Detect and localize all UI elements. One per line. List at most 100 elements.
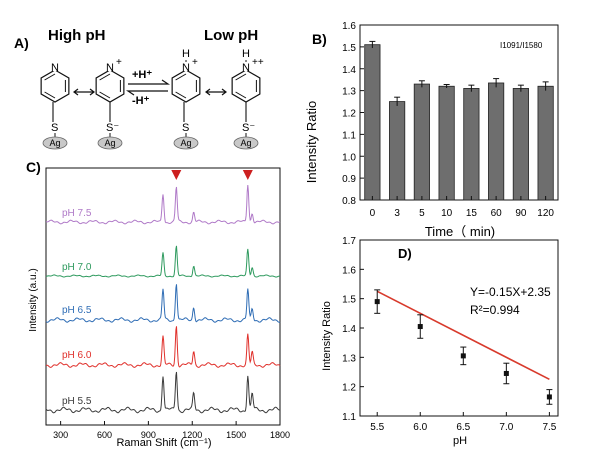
panel-b-y-tick-label: 1.3 [342,87,356,98]
panel-b-y-tick-label: 1.5 [342,43,356,54]
panel-b-x-tick-label: 3 [394,208,400,219]
bar [438,85,455,201]
fit-line [376,290,550,381]
double-bond [175,91,187,99]
panel-d-y-tick-label: 1.4 [342,324,356,335]
bar [389,101,406,201]
data-point [417,324,423,330]
panel-c-x-tick-label: 1800 [270,430,290,440]
pyridine-molecule: N +H S Ag [171,48,201,150]
pyridine-molecule: N + S⁻ Ag [95,57,125,150]
panel-d-linear-fit: D) Y=-0.15X+2.35 R²=0.994 Intensity Rati… [321,236,559,447]
bar [413,83,430,201]
panel-b-y-axis-title: Intensity Ratio [304,101,319,183]
silver-label: Ag [104,138,115,148]
spectrum-line [45,371,281,414]
bar [488,82,505,201]
panel-d-x-tick-label: 5.5 [370,422,384,433]
charge-label: + [116,57,122,68]
bar [537,85,554,201]
peak-marker [171,170,182,180]
bar [364,44,381,201]
double-bond [99,91,111,99]
panel-d-x-tick-label: 7.5 [542,422,556,433]
spectrum-line [45,326,281,368]
sulfur-atom: S [182,122,189,134]
double-bond [44,91,56,99]
panel-d-y-tick-label: 1.3 [342,353,356,364]
double-bond [235,73,247,81]
silver-label: Ag [49,138,60,148]
low-ph-label: Low pH [204,27,258,44]
panel-d-y-tick-label: 1.7 [342,236,356,247]
panel-d-y-tick-label: 1.2 [342,383,356,394]
charge-label: + [192,57,198,68]
silver-particle [97,136,123,150]
panel-d-y-axis-title: Intensity Ratio [321,301,333,371]
spectrum-line [45,284,281,323]
panel-b-x-tick-label: 120 [537,208,554,219]
panel-a-label: A) [14,35,29,51]
pyridine-ring [95,69,125,103]
pyridine-ring [231,69,261,103]
silver-particle [42,136,68,150]
panel-b-y-tick-label: 1.1 [342,130,356,141]
panel-d-x-tick-label: 6.5 [456,422,470,433]
panel-b-x-tick-label: 5 [419,208,425,219]
bar [512,88,529,201]
panel-b-x-tick-label: 90 [515,208,527,219]
pyridine-ring [171,69,201,103]
nitrogen-atom: N [106,62,114,74]
panel-c-raman-spectra: C) Intensity (a.u.) Raman Shift (cm⁻¹) 3… [26,159,290,449]
silver-label: Ag [180,138,191,148]
sulfur-atom: S⁻ [242,122,255,134]
silver-particle [173,136,199,150]
panel-d-x-tick-label: 6.0 [413,422,427,433]
data-point [546,394,552,400]
silver-label: Ag [240,138,251,148]
hydrogen-atom: H [242,48,250,60]
panel-c-x-axis-title: Raman Shift (cm⁻¹) [116,437,211,449]
hydrogen-atom: H [182,48,190,60]
nitrogen-atom: N [242,62,250,74]
atom-background [105,61,115,71]
spectrum-series-label: pH 5.5 [62,396,92,407]
panel-b-y-tick-label: 1.2 [342,109,356,120]
charge-label: ++ [252,57,264,68]
peak-marker [242,170,253,180]
panel-d-label: D) [398,246,412,261]
panel-c-x-tick-label: 600 [97,430,112,440]
panel-b-x-tick-label: 10 [441,208,453,219]
spectrum-series-label: pH 6.5 [62,305,92,316]
panel-b-bar-chart: B) I1091/I1580 Intensity Ratio Time（ min… [304,21,559,239]
panel-d-y-tick-label: 1.5 [342,295,356,306]
pyridine-molecule: N S Ag [40,61,70,150]
panel-b-y-tick-label: 1.4 [342,65,356,76]
atom-background [181,61,191,71]
panel-c-x-tick-label: 300 [53,430,68,440]
data-point [503,370,509,376]
fit-r-squared: R²=0.994 [470,303,520,317]
intensity-ratio-annotation: I1091/I1580 [500,41,543,50]
bar [463,88,480,201]
panel-b-y-tick-label: 1.6 [342,21,356,32]
panel-b-y-tick-label: 1.0 [342,152,356,163]
spectrum-line [45,245,280,278]
nitrogen-atom: N [51,62,59,74]
pyridine-molecule: N ++H S⁻ Ag [231,48,264,150]
fit-equation: Y=-0.15X+2.35 [470,285,551,299]
panel-c-x-tick-label: 1200 [182,430,202,440]
atom-background [241,61,251,71]
pyridine-ring [40,69,70,103]
double-bond [44,73,56,81]
double-bond [99,73,111,81]
reverse-reaction-label: -H⁺ [132,95,150,107]
nitrogen-atom: N [182,62,190,74]
panel-d-y-tick-label: 1.6 [342,265,356,276]
spectrum-series-label: pH 7.0 [62,262,92,273]
silver-particle [233,136,259,150]
panel-d-x-tick-label: 7.0 [499,422,513,433]
